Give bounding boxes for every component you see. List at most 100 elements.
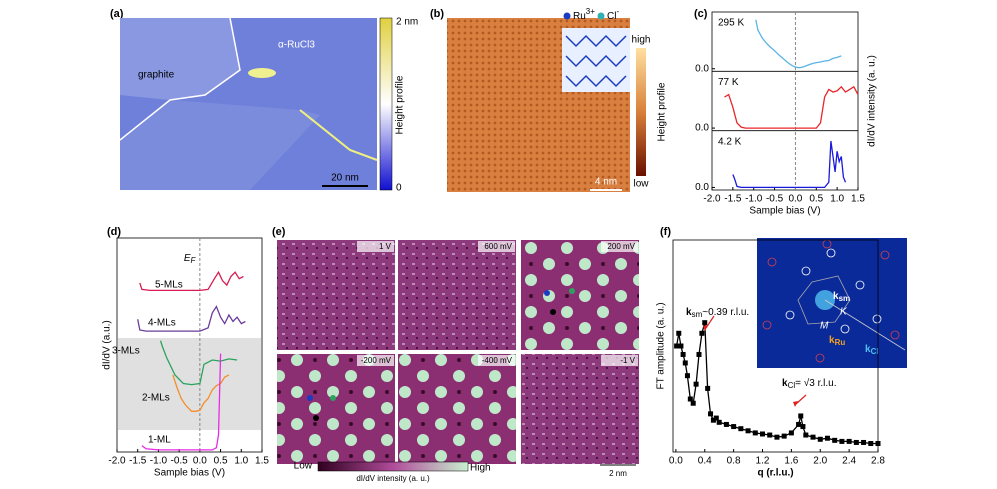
data-point <box>708 411 714 417</box>
inset-label: kRu <box>829 335 845 347</box>
y-tick-label: 0.0 <box>695 182 709 193</box>
x-tick-label: -1.0 <box>150 456 168 467</box>
annotation-sub: F <box>191 256 197 265</box>
x-tick-label: 1.2 <box>756 456 770 467</box>
site-marker <box>307 395 313 401</box>
data-point <box>731 424 737 430</box>
annotation-arrow <box>795 394 807 405</box>
x-tick-label: 0.0 <box>788 194 802 205</box>
data-point <box>760 431 766 437</box>
plot-frame <box>116 237 263 453</box>
data-point <box>680 351 686 357</box>
tile-label: -200 mV <box>361 356 392 365</box>
brillouin-zone <box>797 275 851 325</box>
tile-label: 1 V <box>379 242 392 251</box>
terrace <box>120 100 320 190</box>
inset-label: K <box>840 307 848 318</box>
data-point <box>788 430 794 436</box>
annotation-sub: Cl <box>788 381 796 390</box>
colorbar-label: Low <box>294 461 313 472</box>
data-point <box>798 413 804 419</box>
tile-label-bg <box>601 355 638 366</box>
scale-bar-label: 2 nm <box>609 469 627 478</box>
panel-label: (b) <box>430 8 444 20</box>
series-label: 5-MLs <box>155 280 183 291</box>
data-point <box>738 426 744 432</box>
series-label: 1-ML <box>148 435 171 446</box>
data-point <box>853 439 859 445</box>
colorbar <box>379 17 393 191</box>
y-axis-label: dI/dV (a.u.) <box>102 320 113 369</box>
data-point <box>752 430 758 436</box>
x-tick-label: 1.5 <box>255 456 269 467</box>
panel-label: (c) <box>694 8 708 20</box>
y-axis-label: dI/dV intensity (a. u.) <box>867 55 878 147</box>
annotation-text: ~0.39 r.l.u. <box>702 307 749 318</box>
data-point <box>767 432 773 438</box>
fft-peaks <box>762 239 900 363</box>
colorbar-label: low <box>633 179 649 190</box>
sts-map <box>398 354 516 464</box>
x-tick-label: -1.5 <box>129 456 147 467</box>
data-point <box>693 381 699 387</box>
chart: -2.0 -1.5 -1.0 -0.5 0.0 0.5 1.0 1.5 Sample bias … <box>102 237 269 479</box>
ion: Cl <box>607 11 616 22</box>
y-tick-label: 0.0 <box>695 123 709 134</box>
data-point <box>745 428 751 434</box>
colorbar-label: 0 <box>396 183 402 194</box>
scale-bar-label: 4 nm <box>595 177 617 188</box>
x-tick-label: -0.5 <box>171 456 189 467</box>
tile-label-bg <box>478 241 515 252</box>
x-tick-label: -2.0 <box>703 194 721 205</box>
tile-label-bg <box>478 355 515 366</box>
data-line <box>137 305 246 332</box>
subplot-label: 4.2 K <box>718 136 742 147</box>
data-point <box>705 385 711 391</box>
fft-inset: ksm K M kRu kCl <box>757 238 907 368</box>
tile-label: -400 mV <box>482 356 513 365</box>
graphite-region <box>120 18 240 100</box>
data-point <box>875 441 881 447</box>
label-sub: Cl <box>871 347 879 356</box>
subplot-label: 295 K <box>718 18 744 29</box>
sts-map <box>521 240 639 350</box>
label-main: k <box>833 291 839 302</box>
annotation: EF <box>184 253 197 265</box>
fft-peaks <box>785 248 882 334</box>
scale-bar-label: 20 nm <box>331 173 359 184</box>
data-point <box>817 436 823 442</box>
x-tick-label: 0.5 <box>809 194 823 205</box>
x-tick-label: 1.6 <box>784 456 798 467</box>
colorbar <box>317 461 469 472</box>
panel-label: (d) <box>107 226 121 238</box>
data-line <box>724 85 859 129</box>
image-label: graphite <box>138 70 175 81</box>
data-point <box>690 400 696 406</box>
annotation: kCl= √3 r.l.u. <box>782 377 836 390</box>
island <box>248 68 276 78</box>
site-marker <box>544 290 550 296</box>
arrow-head <box>793 401 798 407</box>
chart: 0.0 0.4 0.8 1.2 1.6 2.0 2.4 2.8 q (r.l.u.) FT amp… <box>656 239 885 479</box>
sts-map <box>521 354 639 464</box>
data-point <box>861 439 867 445</box>
sts-map <box>277 354 395 464</box>
x-tick-label: 0.8 <box>727 456 741 467</box>
data-point <box>868 441 874 447</box>
lattice <box>565 34 627 88</box>
annotation-main: k <box>686 307 692 318</box>
x-tick-label: 2.8 <box>871 456 885 467</box>
series-label: 4-MLs <box>148 318 176 329</box>
data-point <box>713 415 719 421</box>
site-marker <box>550 309 556 315</box>
x-tick-label: 2.4 <box>842 456 856 467</box>
data-point <box>846 438 852 444</box>
inset-label: ksm <box>833 291 850 303</box>
data-point <box>702 320 708 326</box>
data-point <box>696 351 702 357</box>
x-tick-label: 1.0 <box>830 194 844 205</box>
data-point <box>832 437 838 443</box>
charge: 3+ <box>586 7 595 16</box>
data-line <box>732 140 847 189</box>
